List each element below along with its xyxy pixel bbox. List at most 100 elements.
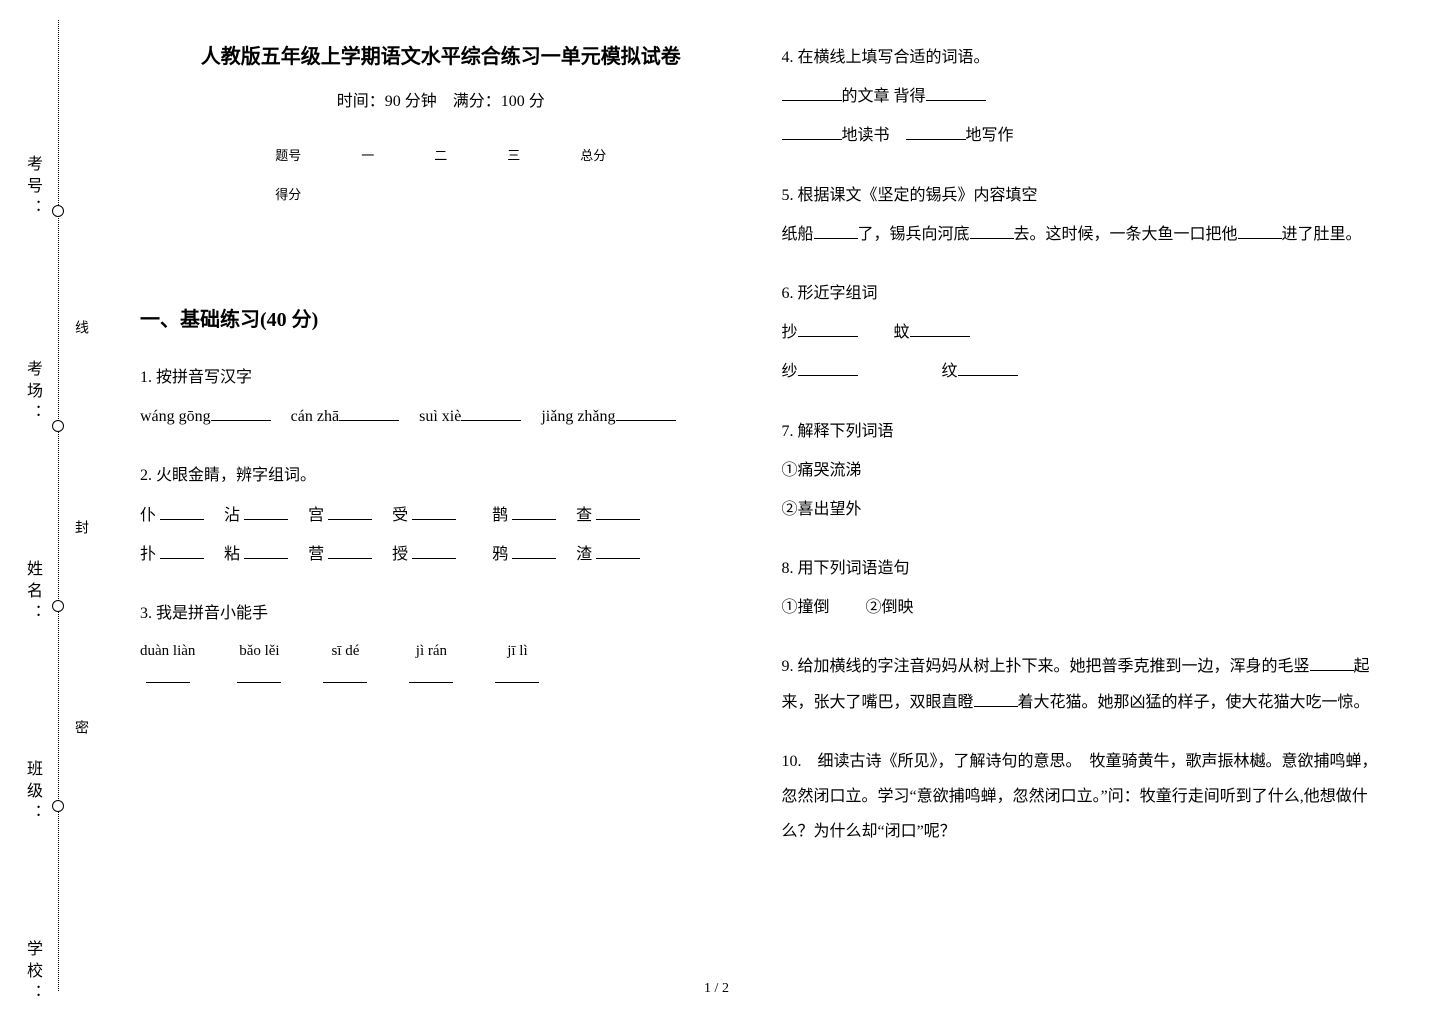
q6-char: 纹	[942, 363, 958, 380]
table-row: 得分	[245, 174, 636, 213]
page-number: 1 / 2	[704, 981, 729, 997]
blank	[323, 668, 367, 683]
q6-char: 蚊	[894, 324, 910, 341]
blank	[1310, 655, 1354, 671]
label-seat: 考号：	[20, 155, 44, 221]
q2-label: 2. 火眼金睛，辨字组词。	[140, 458, 742, 493]
q6-row2: 纱 纹	[782, 354, 1384, 389]
q2-char: 宫	[308, 507, 324, 524]
blank	[237, 668, 281, 683]
question-4: 4. 在横线上填写合适的词语。 的文章 背得 地读书 地写作	[782, 40, 1384, 154]
q9-text: 着大花猫。她那凶猛的样子，使大花猫大吃一惊。	[1018, 694, 1370, 711]
label-school: 学校：	[20, 940, 44, 1006]
q2-char: 授	[392, 546, 408, 563]
q2-row1: 仆 沾 宫 受 鹊 查	[140, 498, 742, 533]
th-label: 题号	[245, 135, 331, 174]
blank	[596, 504, 640, 520]
q8-items: ①撞倒 ②倒映	[782, 590, 1384, 625]
pinyin-text: bǎo lěi	[239, 635, 279, 668]
right-column: 4. 在横线上填写合适的词语。 的文章 背得 地读书 地写作 5. 根据课文《坚…	[762, 40, 1404, 991]
blank	[926, 85, 986, 101]
question-1: 1. 按拼音写汉字 wáng gōng cán zhā suì xiè jiǎn…	[140, 360, 742, 434]
q4-text: 地写作	[966, 127, 1014, 144]
blank	[412, 504, 456, 520]
q1-items: wáng gōng cán zhā suì xiè jiǎng zhǎng	[140, 399, 742, 434]
q3-item: duàn liàn	[140, 635, 195, 683]
q6-char: 抄	[782, 324, 798, 341]
blank	[798, 321, 858, 337]
q6-char: 纱	[782, 363, 798, 380]
blank	[1238, 223, 1282, 239]
pinyin-text: jì rán	[416, 635, 447, 668]
blank	[616, 405, 676, 421]
q1-item: cán zhā	[291, 408, 339, 425]
blank	[512, 543, 556, 559]
blank	[495, 668, 539, 683]
th-total: 总分	[550, 135, 636, 174]
blank	[906, 124, 966, 140]
q1-item: suì xiè	[419, 408, 461, 425]
q1-label: 1. 按拼音写汉字	[140, 360, 742, 395]
blank	[782, 85, 842, 101]
q5-label: 5. 根据课文《坚定的锡兵》内容填空	[782, 178, 1384, 213]
q8-item: ②倒映	[866, 599, 914, 616]
blank	[412, 543, 456, 559]
blank	[512, 504, 556, 520]
q5-text: 进了肚里。	[1282, 226, 1362, 243]
blank	[160, 543, 204, 559]
q5-body: 纸船 了，锡兵向河底 去。这时候，一条大鱼一口把他 进了肚里。	[782, 217, 1384, 252]
left-column: 人教版五年级上学期语文水平综合练习一单元模拟试卷 时间：90 分钟 满分：100…	[120, 40, 762, 991]
q2-char: 营	[308, 546, 324, 563]
q3-item: jì rán	[409, 635, 453, 683]
blank	[244, 504, 288, 520]
blank	[244, 543, 288, 559]
q2-char: 仆	[140, 507, 156, 524]
pinyin-text: duàn liàn	[140, 635, 195, 668]
blank	[339, 405, 399, 421]
q6-label: 6. 形近字组词	[782, 276, 1384, 311]
q3-item: sī dé	[323, 635, 367, 683]
binding-dotted-line	[58, 20, 59, 991]
label-room: 考场：	[20, 360, 44, 426]
seal-xian: 线	[70, 320, 90, 344]
blank	[814, 223, 858, 239]
blank	[211, 405, 271, 421]
q1-item: wáng gōng	[140, 408, 211, 425]
q7-label: 7. 解释下列词语	[782, 414, 1384, 449]
q2-char: 渣	[576, 546, 592, 563]
q3-label: 3. 我是拼音小能手	[140, 596, 742, 631]
q5-text: 了，锡兵向河底	[858, 226, 970, 243]
binding-circle	[52, 420, 64, 432]
q7-item: ①痛哭流涕	[782, 453, 1384, 488]
q3-items: duàn liàn bǎo lěi sī dé jì rán jī lì	[140, 635, 742, 683]
exam-title: 人教版五年级上学期语文水平综合练习一单元模拟试卷	[140, 40, 742, 69]
q7-item: ②喜出望外	[782, 492, 1384, 527]
binding-circle	[52, 205, 64, 217]
th-3: 三	[477, 135, 550, 174]
label-name: 姓名：	[20, 560, 44, 626]
q10-text: 10. 细读古诗《所见》，了解诗句的意思。 牧童骑黄牛，歌声振林樾。意欲捕鸣蝉，…	[782, 753, 1378, 840]
q5-text: 纸船	[782, 226, 814, 243]
question-5: 5. 根据课文《坚定的锡兵》内容填空 纸船 了，锡兵向河底 去。这时候，一条大鱼一口…	[782, 178, 1384, 252]
q4-label: 4. 在横线上填写合适的词语。	[782, 40, 1384, 75]
content-area: 人教版五年级上学期语文水平综合练习一单元模拟试卷 时间：90 分钟 满分：100…	[90, 0, 1433, 1011]
q1-item: jiǎng zhǎng	[541, 408, 615, 425]
section-1-heading: 一、基础练习(40 分)	[140, 303, 742, 332]
q2-char: 查	[576, 507, 592, 524]
question-3: 3. 我是拼音小能手 duàn liàn bǎo lěi sī dé jì rá…	[140, 596, 742, 683]
pinyin-text: jī lì	[507, 635, 527, 668]
seal-mi: 密	[70, 720, 90, 744]
q2-char: 鸦	[492, 546, 508, 563]
q9-text: 9. 给加横线的字注音妈妈从树上扑下来。她把普季克推到一边，浑身的毛竖	[782, 658, 1310, 675]
q5-text: 去。这时候，一条大鱼一口把他	[1014, 226, 1238, 243]
q4-line2: 地读书 地写作	[782, 118, 1384, 153]
blank	[910, 321, 970, 337]
table-row: 题号 一 二 三 总分	[245, 135, 636, 174]
blank	[782, 124, 842, 140]
q2-char: 鹊	[492, 507, 508, 524]
q3-item: jī lì	[495, 635, 539, 683]
pinyin-text: sī dé	[331, 635, 359, 668]
blank	[596, 543, 640, 559]
blank	[146, 668, 190, 683]
blank	[328, 543, 372, 559]
